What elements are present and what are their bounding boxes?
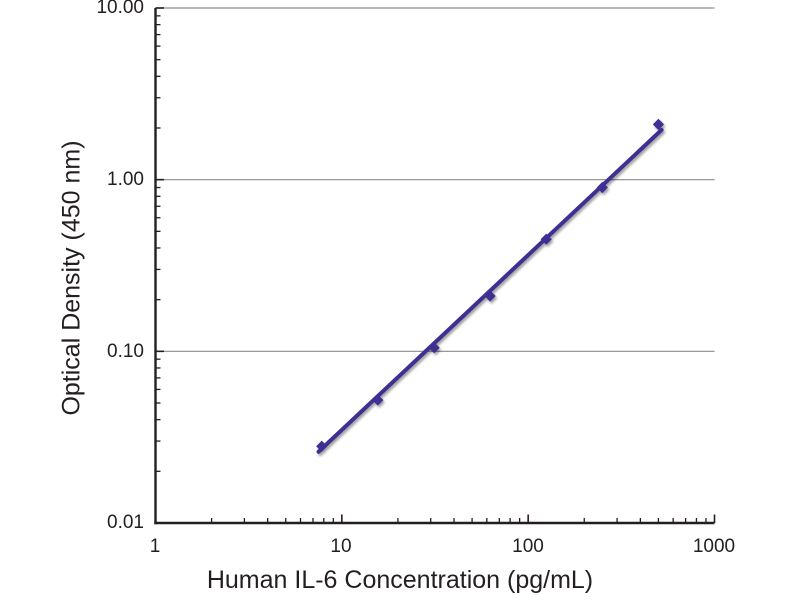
x-tick-label-1000: 1000 (692, 536, 736, 557)
data-point-marker (428, 342, 440, 354)
data-point-marker (316, 440, 328, 452)
data-point-marker (652, 118, 665, 130)
y-tick-label-0-10: 0.10 (107, 341, 144, 362)
series-human-il6 (316, 118, 665, 454)
data-point-marker (484, 290, 496, 302)
data-point-marker (372, 394, 384, 406)
x-axis-title: Human IL-6 Concentration (pg/mL) (206, 566, 594, 594)
y-tick-label-0-01: 0.01 (107, 512, 144, 533)
data-point-marker (596, 181, 608, 194)
y-tick-label-10: 10.00 (96, 0, 144, 18)
x-tick-label-1: 1 (149, 536, 161, 557)
data-point-marker (540, 233, 552, 245)
y-tick-label-1: 1.00 (107, 169, 144, 190)
y-axis-title: Optical Density (450 nm) (57, 140, 86, 416)
x-tick-label-100: 100 (512, 536, 544, 557)
x-tick-label-10: 10 (330, 536, 352, 557)
